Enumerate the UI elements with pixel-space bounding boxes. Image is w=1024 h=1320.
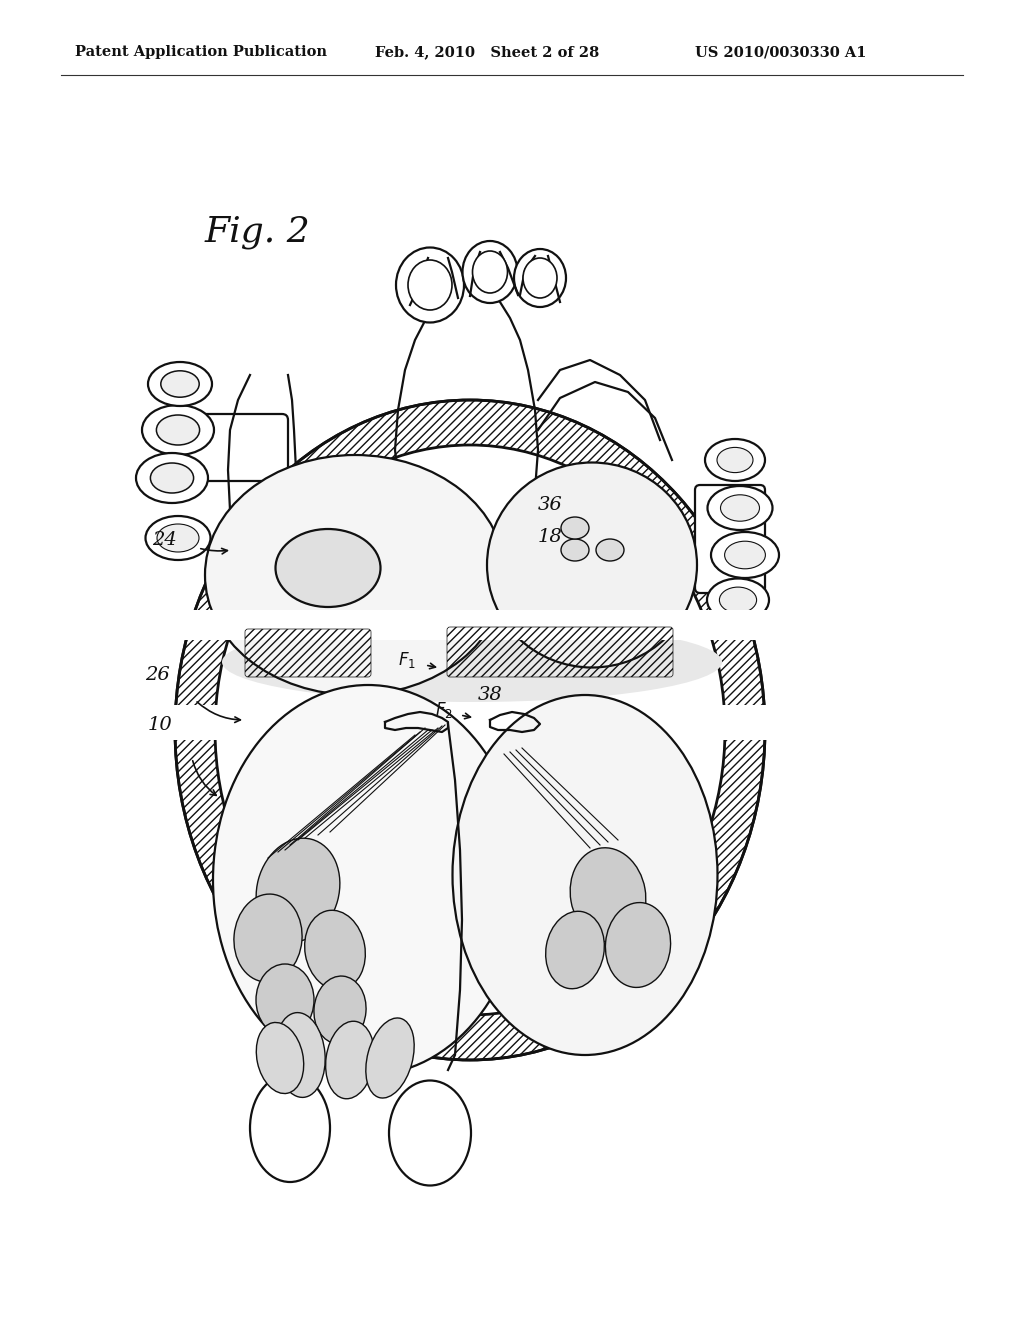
Ellipse shape (256, 838, 340, 941)
Text: Fig. 2: Fig. 2 (205, 215, 310, 249)
Ellipse shape (314, 975, 366, 1044)
Ellipse shape (711, 532, 779, 578)
Ellipse shape (250, 1074, 330, 1181)
Ellipse shape (605, 903, 671, 987)
Ellipse shape (717, 447, 753, 473)
Ellipse shape (148, 362, 212, 407)
Text: 10: 10 (148, 715, 173, 734)
Ellipse shape (570, 847, 646, 942)
Text: $\mathit{F}_1$: $\mathit{F}_1$ (398, 649, 416, 671)
Ellipse shape (453, 696, 718, 1055)
Ellipse shape (366, 1018, 414, 1098)
Ellipse shape (256, 964, 314, 1036)
Ellipse shape (151, 463, 194, 492)
Ellipse shape (725, 541, 765, 569)
Ellipse shape (222, 622, 722, 702)
FancyBboxPatch shape (176, 414, 288, 480)
Ellipse shape (561, 517, 589, 539)
Ellipse shape (136, 453, 208, 503)
Ellipse shape (274, 1012, 326, 1097)
Ellipse shape (275, 529, 381, 607)
Bar (160, 705, 800, 741)
Bar (160, 610, 800, 640)
Text: Patent Application Publication: Patent Application Publication (75, 45, 327, 59)
Ellipse shape (708, 486, 772, 531)
Ellipse shape (213, 685, 523, 1074)
Ellipse shape (326, 1022, 375, 1098)
Ellipse shape (523, 257, 557, 298)
Ellipse shape (514, 249, 566, 308)
Ellipse shape (205, 455, 505, 696)
Ellipse shape (145, 516, 211, 560)
Ellipse shape (707, 578, 769, 622)
Ellipse shape (161, 371, 200, 397)
Text: 36: 36 (538, 496, 563, 513)
Text: 24: 24 (152, 531, 177, 549)
Ellipse shape (175, 400, 765, 1060)
Ellipse shape (396, 248, 464, 322)
Ellipse shape (546, 911, 604, 989)
Text: 38: 38 (478, 686, 503, 704)
Ellipse shape (705, 440, 765, 480)
Ellipse shape (561, 539, 589, 561)
FancyBboxPatch shape (695, 484, 765, 593)
Ellipse shape (142, 405, 214, 455)
Ellipse shape (157, 524, 199, 552)
Text: US 2010/0030330 A1: US 2010/0030330 A1 (695, 45, 866, 59)
Ellipse shape (305, 911, 366, 990)
Text: 26: 26 (145, 667, 170, 684)
Ellipse shape (389, 1081, 471, 1185)
Ellipse shape (596, 539, 624, 561)
Ellipse shape (215, 445, 725, 1015)
Ellipse shape (463, 242, 517, 304)
Ellipse shape (720, 587, 757, 612)
Ellipse shape (721, 495, 760, 521)
Ellipse shape (487, 462, 697, 668)
Text: Feb. 4, 2010   Sheet 2 of 28: Feb. 4, 2010 Sheet 2 of 28 (375, 45, 599, 59)
Ellipse shape (256, 1023, 304, 1093)
Ellipse shape (233, 894, 302, 982)
Ellipse shape (408, 260, 452, 310)
Ellipse shape (472, 251, 508, 293)
Ellipse shape (157, 414, 200, 445)
Text: 18: 18 (538, 528, 563, 546)
Text: $\mathit{F}_2$: $\mathit{F}_2$ (435, 700, 453, 719)
